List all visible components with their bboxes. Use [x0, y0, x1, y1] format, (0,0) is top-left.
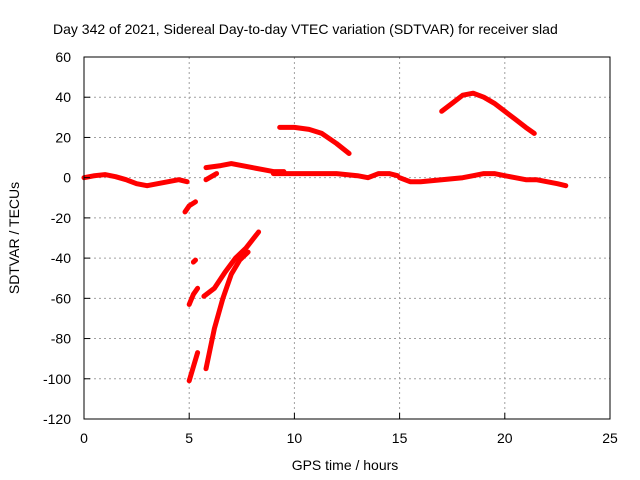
y-tick-label: -100: [43, 371, 71, 387]
series-arc-9: [203, 161, 287, 175]
y-tick-label: 40: [55, 89, 71, 105]
series-arc-4: [186, 285, 201, 307]
series-arc-5: [186, 350, 201, 384]
y-tick-label: -80: [51, 331, 71, 347]
series-arc-8: [203, 171, 220, 183]
y-axis-ticks: 60 40 20 0 -20 -40 -60 -80 -100 -120: [43, 49, 90, 427]
x-axis-ticks: 0 5 10 15 20 25: [80, 413, 618, 446]
series-arc-6: [201, 229, 262, 299]
chart-title: Day 342 of 2021, Sidereal Day-to-day VTE…: [53, 21, 558, 37]
series-arc-12: [397, 171, 569, 189]
y-tick-label: 60: [55, 49, 71, 65]
series-arc-7: [203, 249, 251, 372]
y-tick-label: 20: [55, 129, 71, 145]
x-tick-label: 25: [602, 430, 618, 446]
grid: [84, 57, 610, 419]
x-tick-label: 10: [287, 430, 303, 446]
series-arc-11: [277, 124, 352, 156]
plot-frame: [83, 56, 611, 420]
x-tick-label: 0: [80, 430, 88, 446]
y-tick-label: -20: [51, 210, 71, 226]
x-tick-label: 5: [185, 430, 193, 446]
series-arc-10: [270, 171, 400, 181]
y-axis-label: SDTVAR / TECUs: [6, 182, 22, 294]
y-tick-label: -40: [51, 250, 71, 266]
x-tick-label: 15: [392, 430, 408, 446]
x-axis-label: GPS time / hours: [292, 457, 399, 473]
series-arc-3: [190, 257, 198, 265]
series-arc-1: [81, 172, 190, 189]
y-tick-label: 0: [63, 170, 71, 186]
x-tick-label: 20: [497, 430, 513, 446]
y-tick-label: -60: [51, 290, 71, 306]
series-arc-2: [182, 199, 198, 215]
y-tick-label: -120: [43, 411, 71, 427]
data-series: [81, 90, 569, 384]
series-arc-13: [439, 90, 537, 136]
